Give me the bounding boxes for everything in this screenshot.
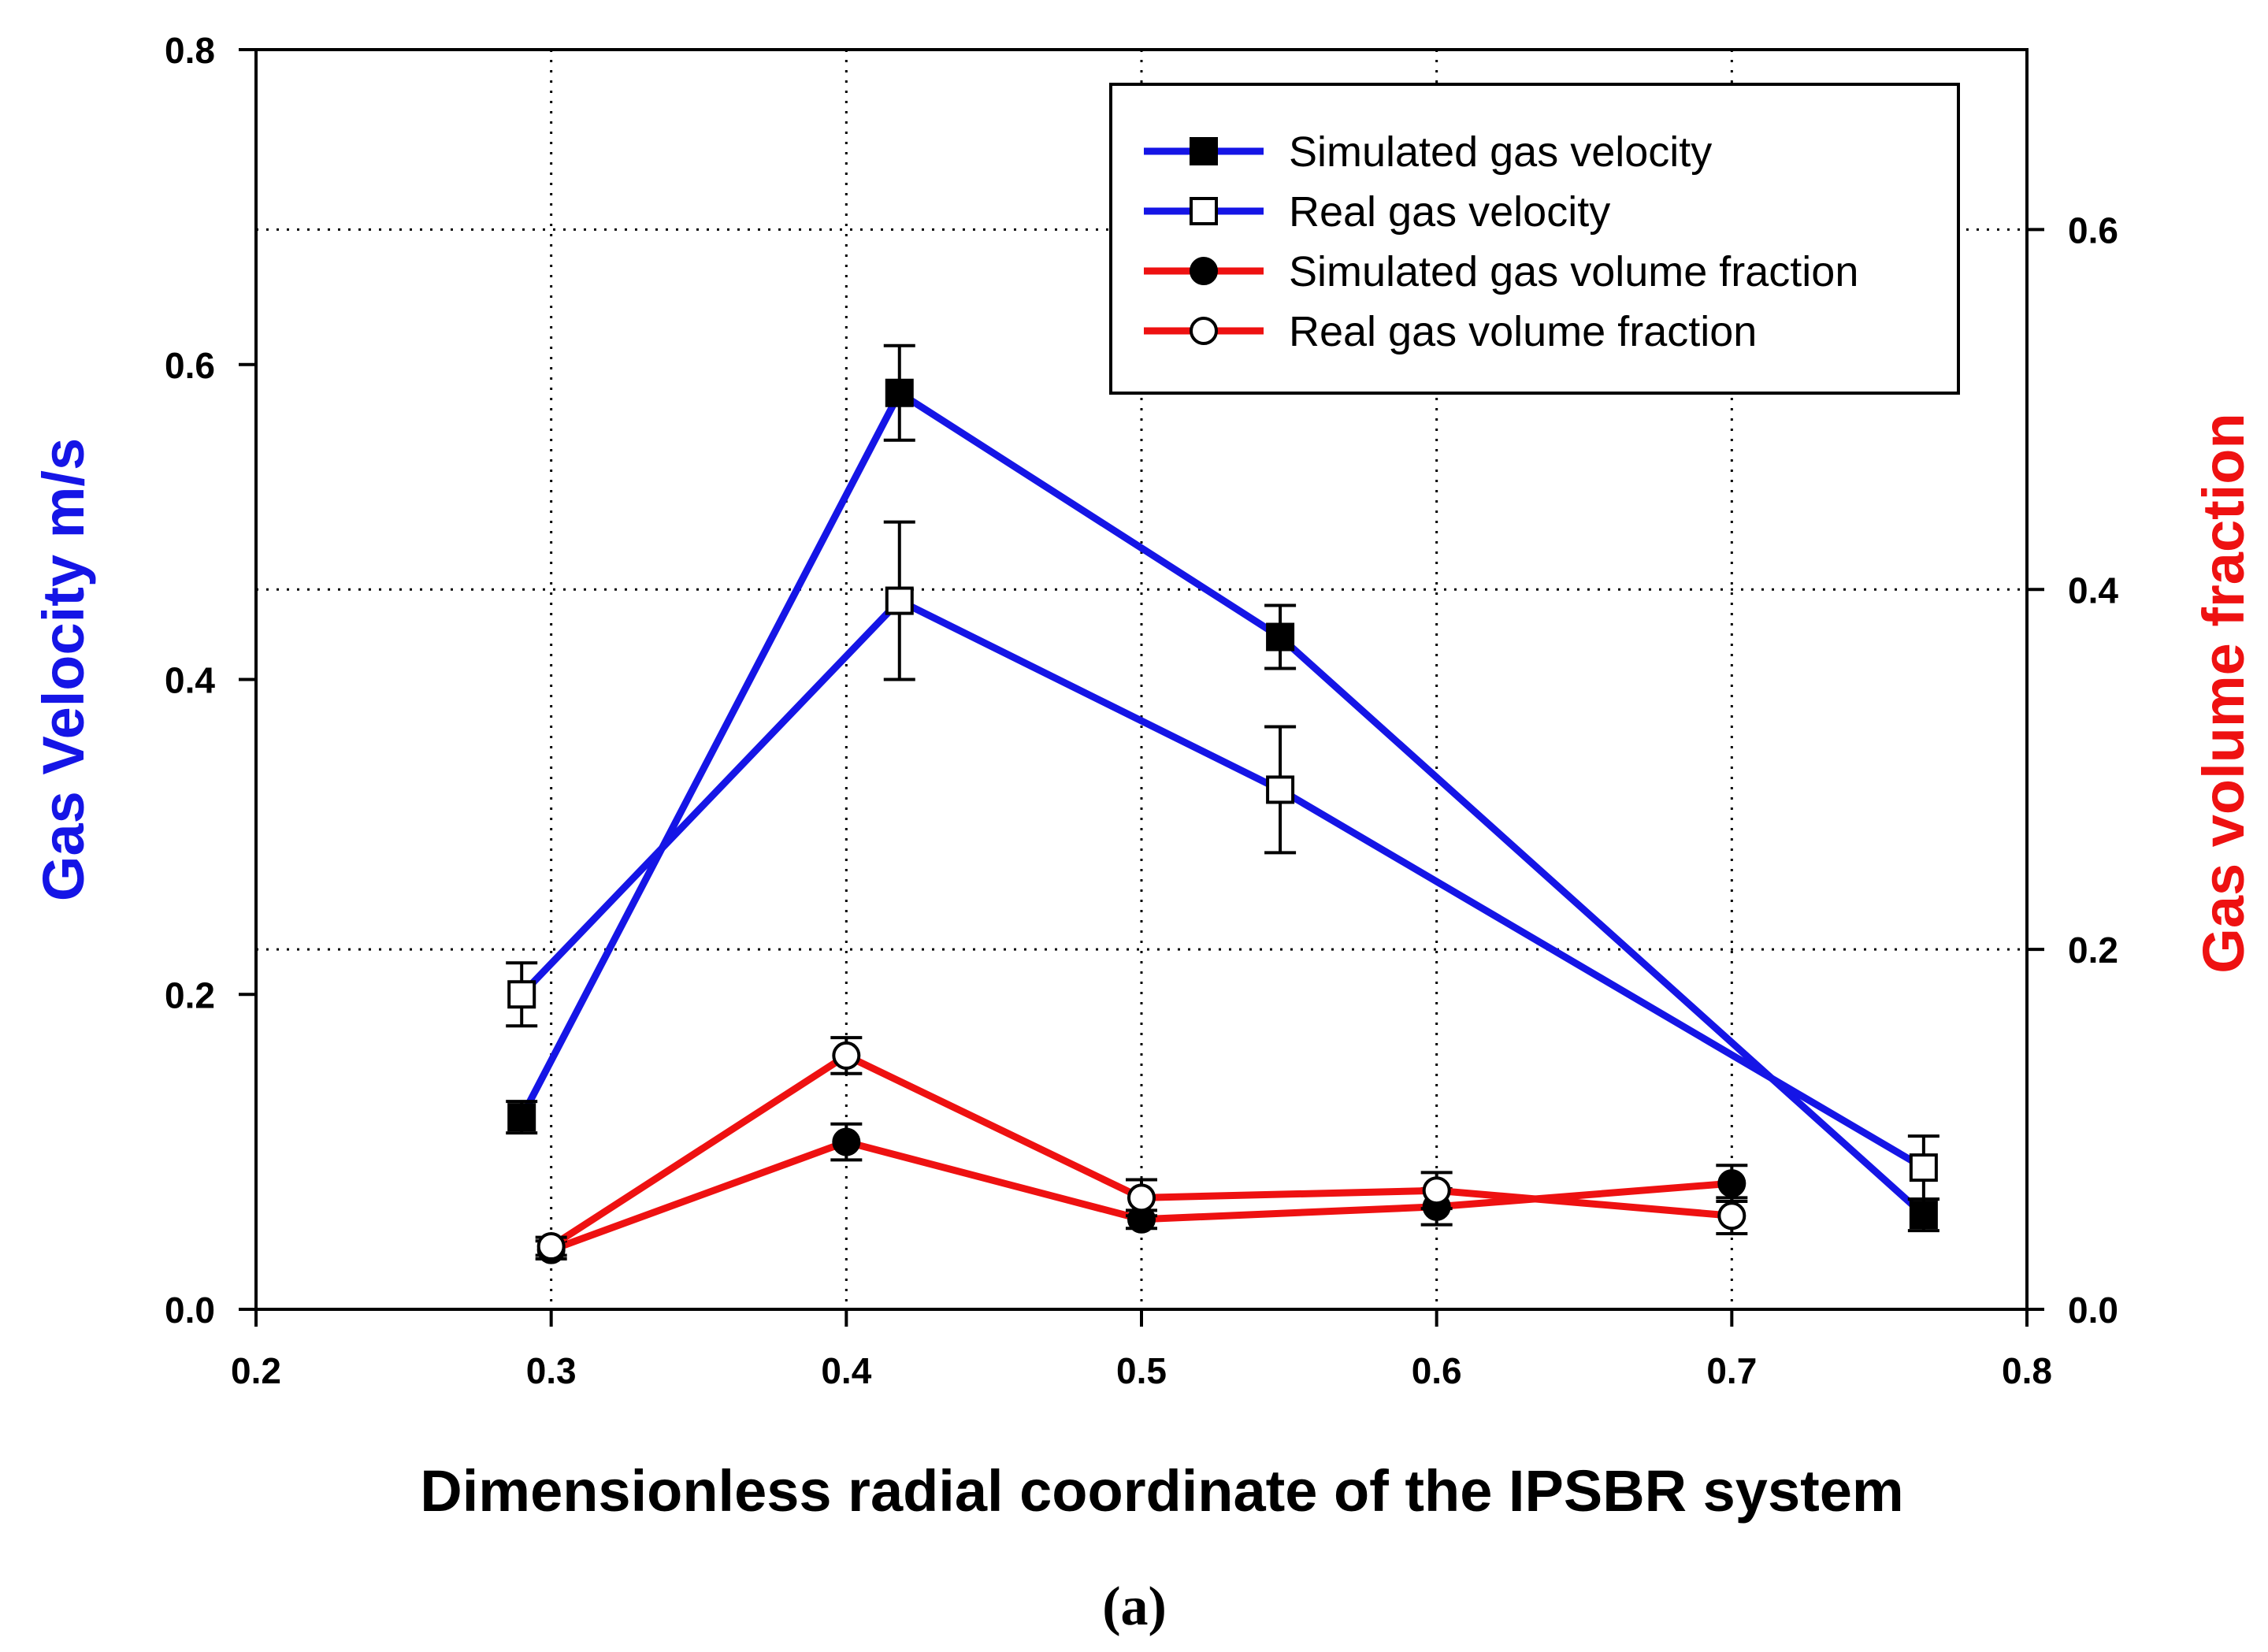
legend-label: Real gas velocity bbox=[1289, 188, 1610, 236]
data-point bbox=[1909, 1201, 1938, 1230]
data-point bbox=[507, 980, 536, 1009]
data-point bbox=[1127, 1183, 1156, 1212]
series-layer bbox=[506, 343, 1939, 1264]
y-right-tick-label: 0.2 bbox=[2068, 930, 2118, 971]
legend-label: Simulated gas volume fraction bbox=[1289, 248, 1858, 295]
data-point bbox=[1422, 1176, 1451, 1205]
data-point bbox=[1717, 1201, 1746, 1231]
legend: Simulated gas velocity Real gas velocity S… bbox=[1109, 83, 1960, 395]
series-line bbox=[518, 597, 1926, 1171]
x-tick-label: 0.3 bbox=[526, 1350, 577, 1391]
data-point bbox=[885, 378, 914, 407]
y-right-tick-label: 0.0 bbox=[2068, 1290, 2118, 1331]
y-axis-left-title: Gas Velocity m/s bbox=[31, 438, 96, 901]
x-tick-label: 0.7 bbox=[1706, 1350, 1757, 1391]
x-tick-label: 0.2 bbox=[231, 1350, 281, 1391]
data-point bbox=[1266, 622, 1295, 652]
y-left-tick-label: 0.8 bbox=[165, 30, 215, 71]
data-point bbox=[536, 1232, 566, 1261]
x-tick-label: 0.8 bbox=[2002, 1350, 2052, 1391]
y-left-tick-label: 0.4 bbox=[165, 660, 215, 701]
data-point bbox=[832, 1127, 861, 1156]
y-right-tick-label: 0.6 bbox=[2068, 210, 2118, 251]
data-point bbox=[1909, 1153, 1938, 1182]
data-point bbox=[832, 1041, 861, 1070]
figure-caption: (a) bbox=[1102, 1576, 1167, 1637]
legend-label: Real gas volume fraction bbox=[1289, 308, 1757, 355]
series-line bbox=[518, 389, 1926, 1218]
axis-ticks: 0.2 0.3 0.4 0.5 0.6 0.7 0.8 0.0 0.2 0.4 0.6 0.8 0.0 0… bbox=[165, 30, 2118, 1391]
y-left-tick-label: 0.6 bbox=[165, 345, 215, 386]
data-point bbox=[1717, 1169, 1746, 1198]
y-axis-right-title: Gas volume fraction bbox=[2191, 413, 2256, 973]
x-axis-title: Dimensionless radial coordinate of the I… bbox=[420, 1458, 1903, 1524]
legend-marker bbox=[1190, 257, 1218, 285]
y-left-tick-label: 0.0 bbox=[165, 1290, 215, 1331]
legend-marker bbox=[1190, 137, 1218, 165]
x-tick-label: 0.6 bbox=[1412, 1350, 1462, 1391]
legend-marker bbox=[1190, 197, 1218, 225]
legend-box bbox=[1109, 83, 1960, 395]
x-tick-label: 0.5 bbox=[1116, 1350, 1167, 1391]
legend-marker bbox=[1190, 317, 1218, 345]
data-point bbox=[507, 1103, 536, 1132]
data-point bbox=[885, 586, 914, 615]
x-tick-label: 0.4 bbox=[821, 1350, 871, 1391]
y-right-tick-label: 0.4 bbox=[2068, 570, 2118, 611]
legend-label: Simulated gas velocity bbox=[1289, 128, 1712, 176]
data-point bbox=[1266, 775, 1295, 804]
y-left-tick-label: 0.2 bbox=[165, 974, 215, 1015]
series-real-gas-volume-fraction bbox=[535, 1036, 1748, 1261]
series-real-gas-velocity bbox=[506, 520, 1939, 1201]
